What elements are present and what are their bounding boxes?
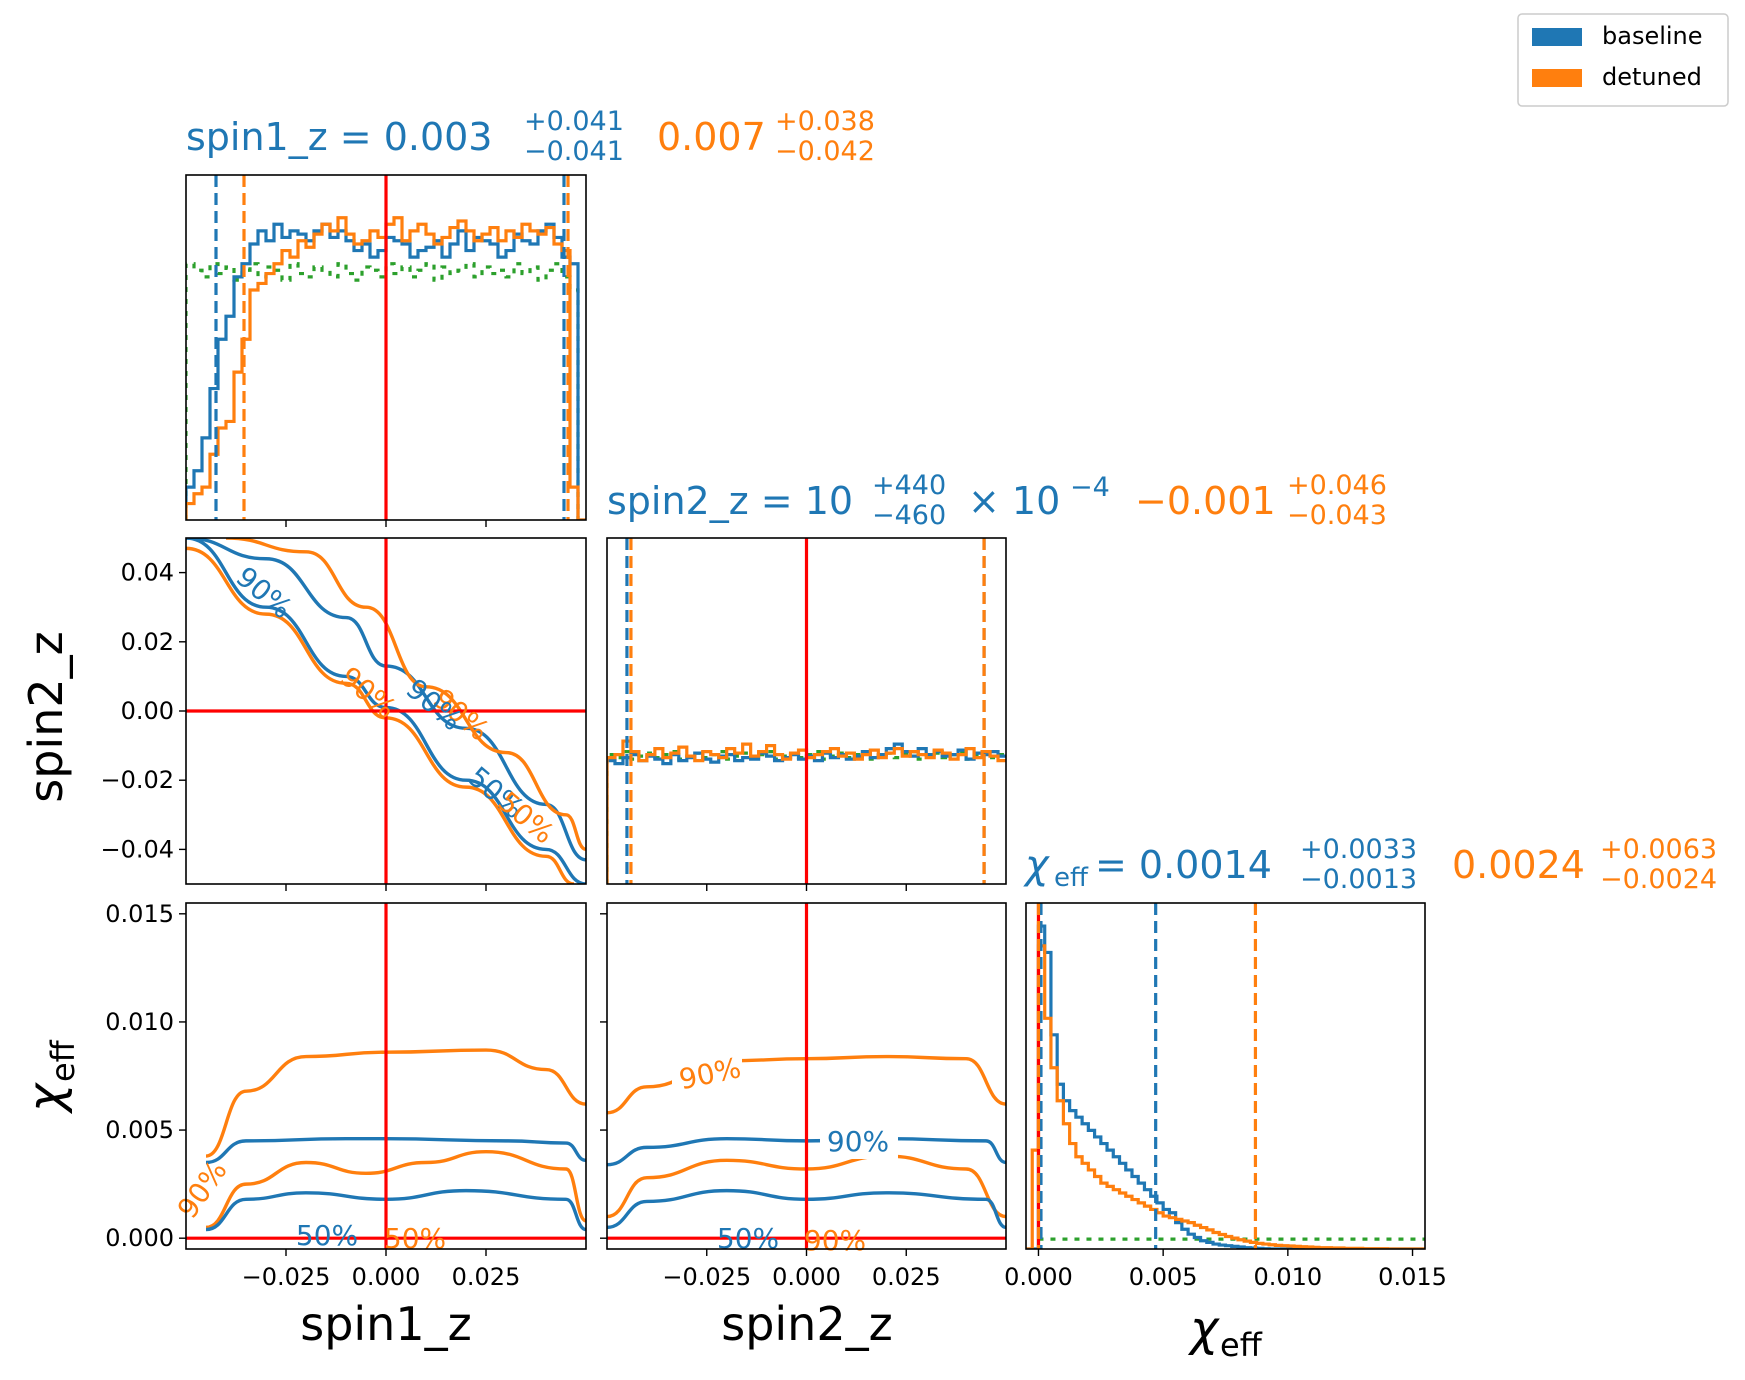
clabel-31-detuned-90: 90% [171,1155,234,1225]
hist-chi-baseline [1026,924,1425,1249]
title-chi-eff-minus: −0.0013 [1300,864,1417,895]
panel-21-ytick-label: 0.00 [121,697,174,725]
title-spin2-z-minus: −460 [872,500,946,531]
clabel-21-detuned-90a: 90% [334,660,403,725]
title-spin2-z-name: spin2_z [607,479,749,523]
title-spin2-z-detuned-median: −0.001 [1135,479,1276,523]
ylabel-chi-eff-sub: eff [44,1039,82,1082]
title-chi-eff-symbol: χ [1023,842,1050,888]
panel-32-xtick-label: 0.000 [772,1263,841,1291]
title-spin2-z-scale-exp: −4 [1070,472,1110,503]
panel-21-ytick-label: 0.02 [121,628,174,656]
legend-swatch-baseline [1532,28,1582,46]
contour-21-detuned-90-upper [225,538,586,852]
title-chi-eff: χ eff = 0.0014 +0.0033 −0.0013 0.0024 +0… [1023,834,1717,895]
legend-label-baseline: baseline [1602,22,1703,50]
title-spin1-z-eq: = [328,115,384,159]
title-chi-eff-detuned-minus: −0.0024 [1600,864,1717,895]
xlabel-chi-eff: χ eff [1187,1301,1263,1364]
panel-contour-spin2-chi-eff: 90%90%50% 90%−0.025 0.000 0.025 [600,902,1007,1291]
xlabel-spin1-z: spin1_z [300,1297,472,1351]
clip22-content [607,538,1006,884]
legend-swatch-detuned [1532,69,1582,87]
ylabel-spin2-z: spin2_z [19,631,73,803]
title-chi-eff-detuned-median: 0.0024 [1452,843,1585,887]
clabel-32-detuned-90-bg [672,1055,742,1089]
panel-hist-chi-eff: 0.000 0.005 0.010 0.015 [1004,902,1447,1291]
legend: baseline detuned [1517,13,1729,107]
clip32-content [607,903,1006,1249]
panel-21-ytick-label: −0.02 [100,766,174,794]
panel-31-ytick-label: 0.015 [105,900,174,928]
panel-31-xtick-label: 0.025 [452,1263,521,1291]
title-spin1-z-baseline: spin1_z = 0.003 [186,115,492,159]
clabel-32-baseline-90-bg [820,1125,898,1159]
title-spin1-z: spin1_z = 0.003 +0.041 −0.041 0.007 +0.0… [186,106,875,167]
contour-31-baseline-90 [205,1137,586,1165]
panel-32-xtick-label: −0.025 [662,1263,751,1291]
title-spin1-z-detuned-minus: −0.042 [775,136,875,167]
title-chi-eff-plus: +0.0033 [1300,834,1417,865]
xlabel-chi-eff-symbol: χ [1187,1301,1220,1357]
panel-contour-spin1-spin2: 90%90% 90%90%50%50%−0.04−0.020.000.020.04 [100,537,587,891]
panel-contour-spin1-chi-eff: 90% 50% 50% −0.025 0.000 0.025 0.000 0.005 0.010… [105,900,587,1291]
panel-21-ytick-label: −0.04 [100,835,174,863]
panel-31-ytick-label: 0.000 [105,1224,174,1252]
title-chi-eff-eq: = [1095,843,1139,887]
panel-33-xtick-label: 0.000 [1004,1263,1073,1291]
title-spin2-z-detuned-minus: −0.043 [1287,500,1387,531]
hist-spin1-prior [186,262,586,520]
clabel-31-baseline-50: 50% [296,1219,358,1252]
title-spin1-z-plus: +0.041 [524,106,624,137]
panel-33-xtick-label: 0.010 [1253,1263,1322,1291]
panel-33-frame [1025,902,1426,1250]
hist-chi-detuned [1026,944,1425,1249]
contour-31-detuned-50 [205,1149,586,1230]
ylabel-chi-eff-symbol: χ [18,1082,74,1115]
title-chi-eff-median-value: 0.0014 [1139,843,1272,887]
title-chi-eff-median: = 0.0014 [1095,843,1272,887]
title-spin1-z-detuned-plus: +0.038 [775,106,875,137]
xlabel-spin2-z: spin2_z [721,1297,893,1351]
title-spin1-z-median: 0.003 [384,115,493,159]
panel-31-ytick-label: 0.010 [105,1008,174,1036]
title-spin2-z-scale: × 10 [968,479,1060,523]
panel-31-xtick-label: −0.025 [242,1263,331,1291]
clabel-32-baseline-50: 50% [717,1222,779,1255]
clabel-32-baseline-90: 90% [827,1125,889,1158]
panel-hist-spin2-z [606,537,1007,891]
title-spin2-z-detuned-plus: +0.046 [1287,470,1387,501]
title-spin1-z-name: spin1_z [186,115,328,159]
clabel-32-detuned-50: 90% [804,1224,866,1257]
panel-33-xtick-label: 0.015 [1378,1263,1447,1291]
title-chi-eff-detuned-plus: +0.0063 [1600,834,1717,865]
xlabel-chi-eff-sub: eff [1220,1326,1263,1364]
panel-31-ytick-label: 0.005 [105,1116,174,1144]
title-spin2-z-eq: = [749,479,805,523]
clip21-content [186,538,586,884]
title-spin2-z-baseline: spin2_z = 10 [607,479,853,523]
panel-hist-spin1-z [185,174,587,527]
panel-33-xtick-label: 0.005 [1129,1263,1198,1291]
title-spin2-z: spin2_z = 10 +440 −460 × 10 −4 −0.001 +0… [607,470,1387,531]
title-spin2-z-median: 10 [805,479,853,523]
ylabel-chi-eff: χ eff [18,1039,82,1115]
clip31-content [186,903,586,1249]
title-spin1-z-minus: −0.041 [524,136,624,167]
panel-32-xtick-label: 0.025 [872,1263,941,1291]
panel-31-xtick-label: 0.000 [352,1263,421,1291]
title-spin2-z-plus: +440 [872,470,946,501]
clip11-content [186,175,586,520]
title-chi-eff-sub: eff [1054,863,1089,893]
clabel-31-detuned-50: 50% [384,1222,446,1255]
legend-label-detuned: detuned [1602,63,1702,91]
clip33-content [1026,903,1425,1249]
panel-21-ytick-label: 0.04 [121,559,174,587]
title-spin1-z-detuned-median: 0.007 [657,115,766,159]
